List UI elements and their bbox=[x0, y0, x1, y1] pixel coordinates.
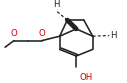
Text: O: O bbox=[11, 29, 17, 38]
Text: O: O bbox=[38, 29, 45, 38]
Text: OH: OH bbox=[80, 73, 93, 82]
Text: H: H bbox=[110, 31, 117, 40]
Text: H: H bbox=[53, 0, 59, 9]
